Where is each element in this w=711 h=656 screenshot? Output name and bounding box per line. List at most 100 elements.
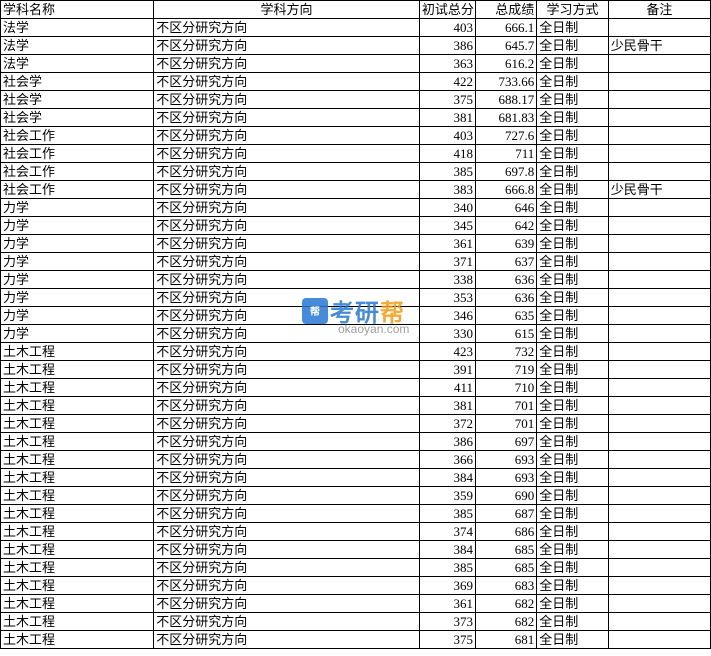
cell-score1: 375	[419, 631, 475, 649]
cell-direction: 不区分研究方向	[154, 631, 420, 649]
cell-subject: 法学	[1, 55, 154, 73]
cell-remark	[608, 451, 710, 469]
cell-direction: 不区分研究方向	[154, 19, 420, 37]
cell-remark	[608, 199, 710, 217]
cell-score1: 384	[419, 469, 475, 487]
cell-score1: 411	[419, 379, 475, 397]
cell-score2: 688.17	[476, 91, 537, 109]
data-table: 学科名称 学科方向 初试总分 总成绩 学习方式 备注 法学不区分研究方向4036…	[0, 0, 711, 649]
cell-mode: 全日制	[537, 199, 609, 217]
cell-subject: 社会学	[1, 109, 154, 127]
table-row: 土木工程不区分研究方向391719全日制	[1, 361, 711, 379]
cell-direction: 不区分研究方向	[154, 415, 420, 433]
cell-mode: 全日制	[537, 433, 609, 451]
cell-remark	[608, 523, 710, 541]
cell-subject: 社会工作	[1, 145, 154, 163]
cell-remark	[608, 91, 710, 109]
cell-remark	[608, 469, 710, 487]
table-row: 土木工程不区分研究方向384685全日制	[1, 541, 711, 559]
cell-remark	[608, 415, 710, 433]
cell-score2: 733.66	[476, 73, 537, 91]
cell-mode: 全日制	[537, 523, 609, 541]
cell-direction: 不区分研究方向	[154, 181, 420, 199]
cell-score1: 359	[419, 487, 475, 505]
cell-remark	[608, 631, 710, 649]
cell-score1: 361	[419, 235, 475, 253]
cell-direction: 不区分研究方向	[154, 505, 420, 523]
header-remark: 备注	[608, 1, 710, 19]
cell-mode: 全日制	[537, 307, 609, 325]
cell-direction: 不区分研究方向	[154, 271, 420, 289]
cell-mode: 全日制	[537, 451, 609, 469]
cell-subject: 土木工程	[1, 415, 154, 433]
cell-score1: 391	[419, 361, 475, 379]
cell-subject: 力学	[1, 271, 154, 289]
cell-subject: 土木工程	[1, 523, 154, 541]
header-score1: 初试总分	[419, 1, 475, 19]
table-row: 力学不区分研究方向353636全日制	[1, 289, 711, 307]
cell-remark: 少民骨干	[608, 181, 710, 199]
cell-subject: 土木工程	[1, 505, 154, 523]
cell-mode: 全日制	[537, 19, 609, 37]
header-row: 学科名称 学科方向 初试总分 总成绩 学习方式 备注	[1, 1, 711, 19]
cell-mode: 全日制	[537, 613, 609, 631]
cell-score1: 385	[419, 505, 475, 523]
cell-direction: 不区分研究方向	[154, 127, 420, 145]
cell-direction: 不区分研究方向	[154, 73, 420, 91]
cell-mode: 全日制	[537, 271, 609, 289]
cell-subject: 力学	[1, 307, 154, 325]
cell-score1: 386	[419, 37, 475, 55]
table-row: 土木工程不区分研究方向381701全日制	[1, 397, 711, 415]
cell-remark	[608, 505, 710, 523]
table-row: 社会工作不区分研究方向403727.6全日制	[1, 127, 711, 145]
cell-score2: 690	[476, 487, 537, 505]
cell-remark	[608, 145, 710, 163]
table-row: 土木工程不区分研究方向423732全日制	[1, 343, 711, 361]
cell-score1: 418	[419, 145, 475, 163]
cell-subject: 力学	[1, 217, 154, 235]
cell-subject: 社会工作	[1, 181, 154, 199]
table-row: 社会学不区分研究方向381681.83全日制	[1, 109, 711, 127]
cell-score1: 381	[419, 397, 475, 415]
cell-score1: 383	[419, 181, 475, 199]
cell-subject: 土木工程	[1, 631, 154, 649]
table-row: 土木工程不区分研究方向374686全日制	[1, 523, 711, 541]
cell-direction: 不区分研究方向	[154, 541, 420, 559]
cell-mode: 全日制	[537, 379, 609, 397]
cell-score2: 681	[476, 631, 537, 649]
cell-remark	[608, 73, 710, 91]
table-row: 法学不区分研究方向403666.1全日制	[1, 19, 711, 37]
cell-score2: 645.7	[476, 37, 537, 55]
cell-direction: 不区分研究方向	[154, 523, 420, 541]
cell-remark	[608, 217, 710, 235]
cell-remark	[608, 127, 710, 145]
cell-remark	[608, 595, 710, 613]
cell-score1: 371	[419, 253, 475, 271]
cell-score2: 642	[476, 217, 537, 235]
cell-subject: 力学	[1, 199, 154, 217]
cell-mode: 全日制	[537, 631, 609, 649]
cell-remark	[608, 307, 710, 325]
cell-remark	[608, 19, 710, 37]
cell-mode: 全日制	[537, 559, 609, 577]
cell-direction: 不区分研究方向	[154, 613, 420, 631]
cell-mode: 全日制	[537, 181, 609, 199]
cell-mode: 全日制	[537, 487, 609, 505]
cell-score2: 615	[476, 325, 537, 343]
cell-score1: 346	[419, 307, 475, 325]
cell-direction: 不区分研究方向	[154, 145, 420, 163]
cell-subject: 社会学	[1, 73, 154, 91]
table-row: 社会学不区分研究方向422733.66全日制	[1, 73, 711, 91]
cell-direction: 不区分研究方向	[154, 109, 420, 127]
table-row: 力学不区分研究方向345642全日制	[1, 217, 711, 235]
cell-score1: 403	[419, 127, 475, 145]
table-row: 力学不区分研究方向361639全日制	[1, 235, 711, 253]
cell-direction: 不区分研究方向	[154, 451, 420, 469]
table-row: 力学不区分研究方向340646全日制	[1, 199, 711, 217]
cell-score1: 353	[419, 289, 475, 307]
cell-mode: 全日制	[537, 343, 609, 361]
cell-subject: 力学	[1, 253, 154, 271]
cell-subject: 土木工程	[1, 559, 154, 577]
table-row: 力学不区分研究方向330615全日制	[1, 325, 711, 343]
cell-subject: 力学	[1, 289, 154, 307]
